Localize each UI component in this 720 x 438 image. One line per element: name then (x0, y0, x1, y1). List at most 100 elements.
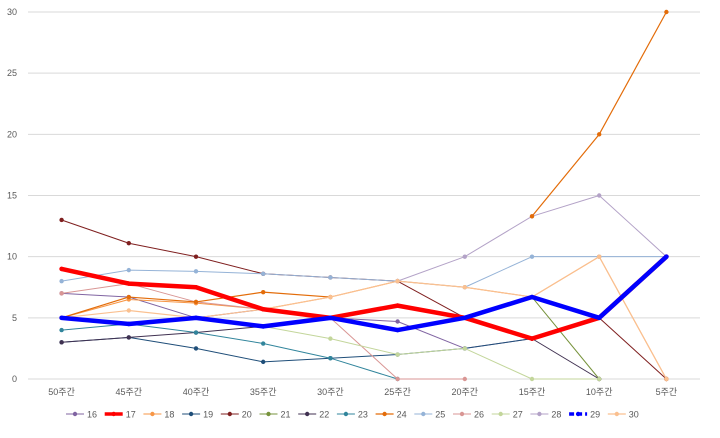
legend-label: 18 (164, 410, 174, 420)
legend-marker (575, 411, 581, 417)
data-point (529, 214, 535, 219)
data-point (462, 285, 467, 290)
series-line-26 (61, 283, 466, 380)
series-line-17 (59, 254, 669, 341)
legend-item-19: 19 (182, 410, 213, 420)
legend-marker (421, 411, 426, 417)
x-tick-label: 30주간 (317, 387, 344, 397)
data-point (193, 285, 199, 290)
data-point (395, 303, 400, 308)
legend-item-16: 16 (66, 410, 97, 420)
series-line-20 (61, 219, 667, 380)
legend-marker (72, 411, 78, 417)
legend-marker (227, 411, 232, 417)
x-tick-label: 10주간 (586, 387, 613, 397)
x-tick-label: 40주간 (183, 387, 210, 397)
legend-item-30: 30 (607, 410, 639, 420)
series-line-25 (61, 256, 667, 288)
data-point (395, 278, 400, 284)
data-point (395, 319, 400, 324)
series-line-28 (397, 195, 667, 282)
legend-item-17: 17 (104, 410, 136, 420)
data-point (193, 254, 199, 259)
series-24 (59, 9, 669, 321)
data-point (261, 307, 266, 312)
legend: 16 17 18 19 20 21 22 23 24 25 26 27 28 29 30 (66, 410, 639, 420)
data-point (193, 269, 199, 274)
legend-item-28: 28 (530, 410, 561, 420)
data-point (193, 315, 199, 321)
y-tick-label: 25 (7, 68, 17, 78)
x-tick-label: 25주간 (384, 387, 411, 397)
legend-item-23: 23 (336, 410, 368, 420)
data-point (597, 254, 602, 259)
legend-label: 17 (126, 410, 136, 420)
series-line-30 (60, 256, 668, 380)
y-tick-label: 10 (7, 252, 17, 262)
legend-item-24: 24 (375, 410, 407, 420)
legend-label: 29 (590, 410, 600, 420)
data-point (328, 356, 333, 361)
data-point (126, 267, 131, 273)
data-point (193, 346, 199, 351)
legend-marker (614, 411, 619, 417)
y-tick-label: 5 (12, 313, 17, 323)
x-tick-label: 15주간 (519, 387, 546, 397)
x-tick-label: 5주간 (656, 387, 678, 397)
legend-label: 20 (242, 410, 252, 420)
series-23 (59, 321, 400, 382)
data-point (261, 289, 266, 295)
data-point (126, 281, 131, 286)
data-point (529, 336, 535, 341)
data-point (597, 132, 602, 137)
data-point (395, 376, 400, 382)
data-point (597, 376, 602, 382)
data-point (664, 9, 669, 15)
series-line-29 (59, 254, 669, 333)
data-point (59, 217, 64, 223)
series-17 (59, 254, 669, 341)
x-tick-label: 35주간 (250, 387, 277, 397)
legend-marker (382, 411, 387, 417)
data-point (261, 271, 266, 276)
data-point (395, 327, 400, 333)
legend-label: 24 (397, 410, 407, 420)
data-point (193, 330, 199, 335)
data-point (597, 193, 602, 198)
data-point (664, 376, 669, 382)
data-point (462, 376, 467, 382)
series-line-24 (531, 11, 668, 217)
series-line-23 (61, 323, 399, 380)
series-lines (59, 9, 669, 382)
legend-item-27: 27 (491, 410, 523, 420)
legend-item-26: 26 (453, 410, 484, 420)
data-point (59, 340, 64, 345)
legend-item-22: 22 (298, 410, 329, 420)
legend-label: 19 (203, 410, 213, 420)
legend-label: 28 (551, 410, 561, 420)
y-tick-label: 15 (7, 191, 17, 201)
x-axis-tick-labels: 50주간 45주간 40주간 35주간 30주간 25주간 20주간 15주간 10주간 5주간 (48, 387, 677, 397)
legend-label: 30 (629, 410, 639, 420)
data-point (328, 315, 333, 321)
legend-marker (459, 411, 465, 417)
legend-item-18: 18 (143, 410, 174, 420)
data-point (328, 294, 333, 300)
legend-marker (305, 411, 310, 417)
legend-label: 22 (319, 410, 329, 420)
data-point (126, 308, 131, 313)
series-line-21 (531, 296, 600, 380)
data-point (395, 352, 400, 357)
y-tick-label: 0 (12, 374, 17, 384)
y-axis-tick-labels: 0 5 10 15 20 25 30 (7, 7, 17, 384)
x-tick-label: 20주간 (452, 387, 479, 397)
data-point (597, 315, 602, 321)
data-point (126, 241, 131, 246)
legend-label: 27 (513, 410, 523, 420)
x-tick-label: 50주간 (48, 387, 75, 397)
data-point (59, 315, 64, 321)
data-point (328, 336, 333, 341)
legend-label: 26 (474, 410, 484, 420)
legend-label: 16 (87, 410, 97, 420)
